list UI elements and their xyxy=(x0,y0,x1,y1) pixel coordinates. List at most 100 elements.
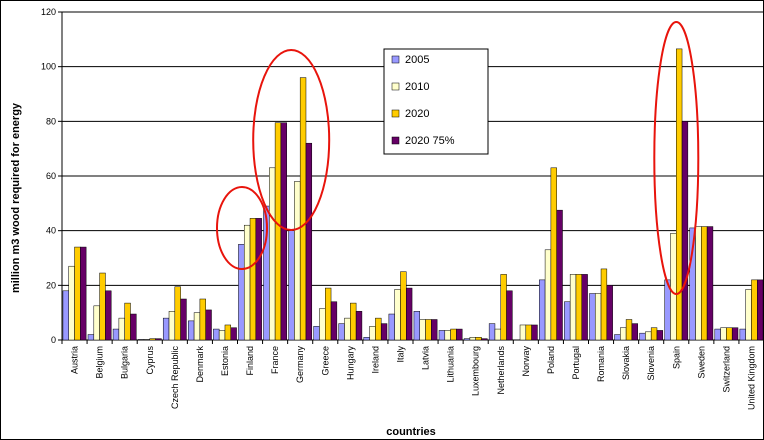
x-tick-label: Poland xyxy=(546,346,556,374)
bar xyxy=(363,337,370,341)
bar xyxy=(469,337,476,341)
bar xyxy=(620,327,627,341)
bar xyxy=(731,327,739,341)
x-tick-label: France xyxy=(270,346,280,374)
bar xyxy=(714,328,721,341)
bar xyxy=(319,308,326,341)
bar xyxy=(413,311,420,341)
bar xyxy=(606,285,613,341)
y-tick-labels: 0 20 40 60 80 100 120 xyxy=(41,7,56,345)
legend-swatch xyxy=(391,82,400,91)
x-axis-title: countries xyxy=(386,426,436,438)
bar xyxy=(288,230,295,341)
bar xyxy=(431,319,438,341)
bar xyxy=(550,167,557,341)
bar xyxy=(575,274,583,341)
x-tick-label: Estonia xyxy=(220,346,230,376)
bar xyxy=(130,313,137,341)
bar xyxy=(330,301,338,341)
bar xyxy=(218,330,226,341)
bar xyxy=(305,142,313,341)
x-tick-labels: Austria Belgium Bulgaria Cyprus Czech Republ… xyxy=(70,346,757,411)
bar xyxy=(444,330,451,341)
bar xyxy=(355,311,363,341)
legend-label: 2010 xyxy=(405,81,429,93)
bar xyxy=(313,326,320,341)
bar xyxy=(681,121,689,341)
bar xyxy=(531,324,538,341)
y-tick-label: 20 xyxy=(46,280,56,290)
bar xyxy=(645,331,652,341)
bar xyxy=(255,218,262,341)
x-tick-label: Slovenia xyxy=(646,346,656,381)
x-tick-label: Slovakia xyxy=(621,346,631,380)
x-tick-label: Ireland xyxy=(370,346,380,374)
bar xyxy=(556,209,563,341)
bar xyxy=(425,319,432,341)
y-tick-label: 120 xyxy=(41,7,56,17)
x-tick-label: Latvia xyxy=(421,346,431,370)
bar xyxy=(243,224,251,341)
bars-group xyxy=(62,48,764,341)
legend: 2005 2010 2020 2020 75% xyxy=(383,48,489,155)
bar xyxy=(68,265,75,341)
bar xyxy=(564,301,571,341)
bar xyxy=(625,319,633,341)
legend-swatch xyxy=(391,109,400,118)
bar xyxy=(344,317,351,341)
bar xyxy=(481,338,488,341)
x-tick-label: Sweden xyxy=(696,346,706,379)
bar xyxy=(406,287,413,341)
bar xyxy=(463,338,471,341)
bar xyxy=(124,302,131,341)
x-tick-label: United Kingdom xyxy=(747,346,757,410)
bar xyxy=(230,327,237,341)
bar xyxy=(739,328,746,341)
x-tick-label: Denmark xyxy=(195,346,205,383)
bar xyxy=(294,181,301,341)
highlight-ellipse xyxy=(216,186,268,270)
bar xyxy=(701,226,708,341)
bar xyxy=(400,271,407,341)
bar xyxy=(74,246,81,341)
bar xyxy=(506,290,513,341)
bar xyxy=(338,323,345,341)
bar xyxy=(199,298,206,341)
bar xyxy=(488,323,496,341)
x-tick-label: Finland xyxy=(245,346,255,376)
bar xyxy=(99,272,106,341)
bar xyxy=(213,328,220,341)
y-axis-title: million m3 wood required for energy xyxy=(10,102,22,293)
bar xyxy=(375,317,382,341)
highlight-ellipses xyxy=(216,21,700,295)
bar xyxy=(369,326,376,341)
y-tick-label: 0 xyxy=(51,335,56,345)
y-tick-label: 60 xyxy=(46,171,56,181)
x-tick-label: Cyprus xyxy=(145,346,155,375)
bar xyxy=(155,338,162,341)
bar xyxy=(105,290,112,341)
bar xyxy=(594,293,602,341)
bar xyxy=(456,328,463,341)
bar xyxy=(475,337,482,341)
bar xyxy=(676,48,683,341)
bar xyxy=(745,289,752,341)
bar xyxy=(650,327,658,341)
x-tick-label: Greece xyxy=(320,346,330,376)
bar xyxy=(299,77,307,341)
bar xyxy=(80,246,87,341)
bar xyxy=(631,323,638,341)
bar xyxy=(569,274,577,341)
bar xyxy=(238,244,245,341)
bar xyxy=(62,290,69,341)
bar xyxy=(450,328,457,341)
bar xyxy=(143,339,150,341)
bar xyxy=(112,328,120,341)
bar xyxy=(695,226,702,341)
highlight-ellipse xyxy=(252,49,331,231)
bar xyxy=(525,324,532,341)
bar xyxy=(589,293,596,341)
